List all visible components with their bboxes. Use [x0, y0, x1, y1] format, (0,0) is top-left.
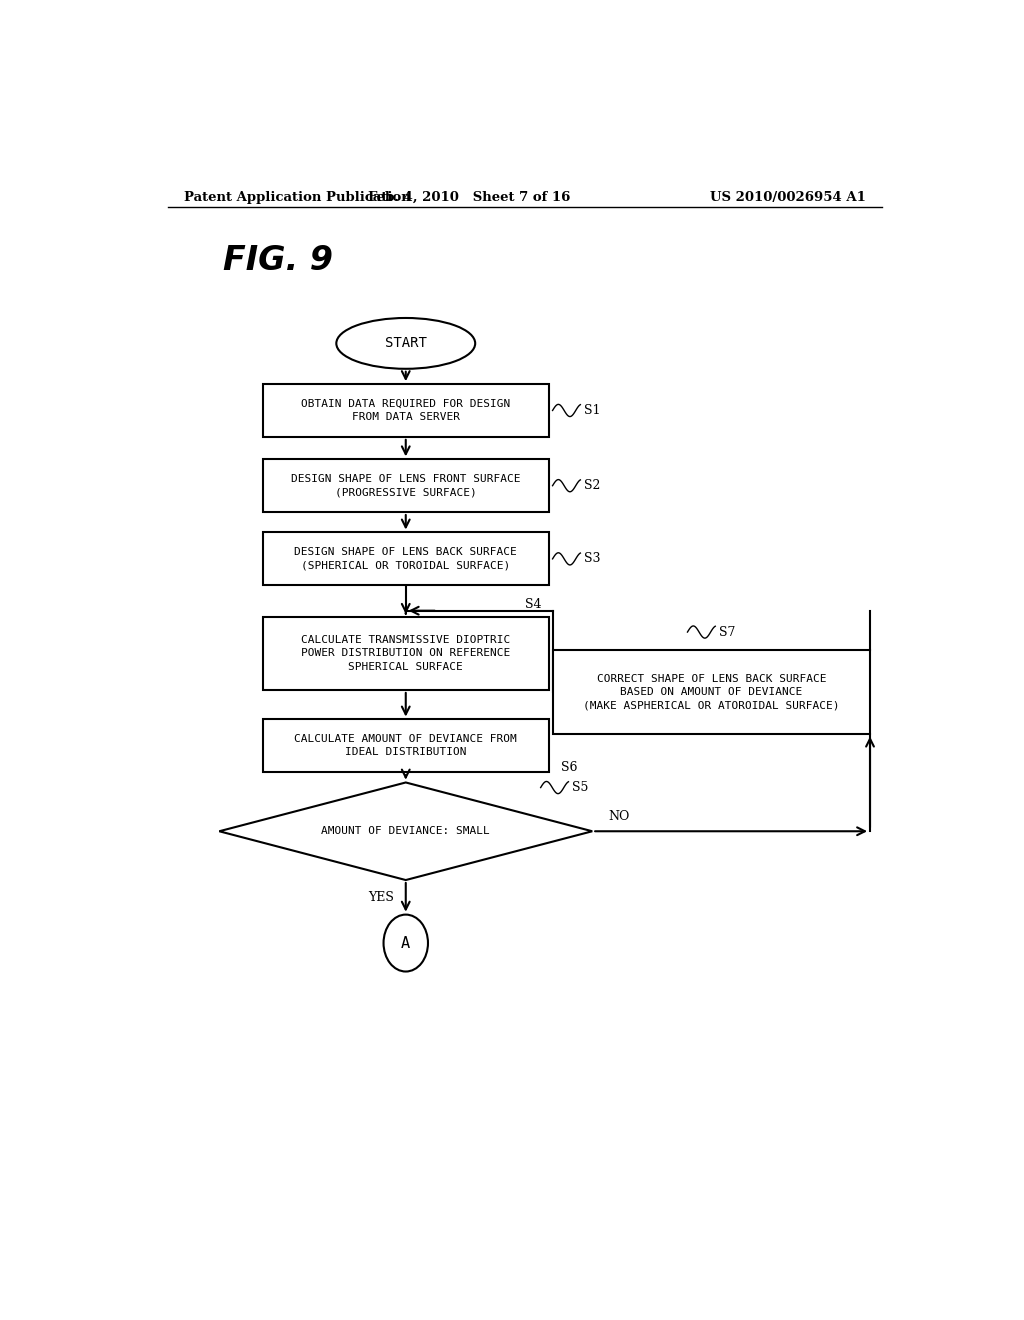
- Ellipse shape: [336, 318, 475, 368]
- FancyBboxPatch shape: [263, 719, 549, 772]
- FancyBboxPatch shape: [263, 459, 549, 512]
- FancyBboxPatch shape: [553, 651, 870, 734]
- Text: YES: YES: [368, 891, 394, 904]
- Text: CALCULATE AMOUNT OF DEVIANCE FROM
IDEAL DISTRIBUTION: CALCULATE AMOUNT OF DEVIANCE FROM IDEAL …: [294, 734, 517, 758]
- Text: START: START: [385, 337, 427, 350]
- FancyBboxPatch shape: [263, 384, 549, 437]
- Text: US 2010/0026954 A1: US 2010/0026954 A1: [711, 190, 866, 203]
- Text: S6: S6: [560, 760, 577, 774]
- Text: Patent Application Publication: Patent Application Publication: [183, 190, 411, 203]
- Text: S1: S1: [585, 404, 601, 417]
- Text: S3: S3: [585, 552, 601, 565]
- Text: DESIGN SHAPE OF LENS BACK SURFACE
(SPHERICAL OR TOROIDAL SURFACE): DESIGN SHAPE OF LENS BACK SURFACE (SPHER…: [294, 548, 517, 570]
- FancyBboxPatch shape: [263, 616, 549, 690]
- Text: S4: S4: [524, 598, 542, 611]
- Text: DESIGN SHAPE OF LENS FRONT SURFACE
(PROGRESSIVE SURFACE): DESIGN SHAPE OF LENS FRONT SURFACE (PROG…: [291, 474, 520, 498]
- Text: S5: S5: [572, 781, 589, 795]
- Text: CORRECT SHAPE OF LENS BACK SURFACE
BASED ON AMOUNT OF DEVIANCE
(MAKE ASPHERICAL : CORRECT SHAPE OF LENS BACK SURFACE BASED…: [583, 673, 840, 710]
- FancyBboxPatch shape: [263, 532, 549, 585]
- Text: S2: S2: [585, 479, 601, 492]
- Text: A: A: [401, 936, 411, 950]
- Polygon shape: [219, 783, 592, 880]
- Text: S7: S7: [719, 626, 735, 639]
- Text: Feb. 4, 2010   Sheet 7 of 16: Feb. 4, 2010 Sheet 7 of 16: [368, 190, 570, 203]
- Text: OBTAIN DATA REQUIRED FOR DESIGN
FROM DATA SERVER: OBTAIN DATA REQUIRED FOR DESIGN FROM DAT…: [301, 399, 510, 422]
- Text: CALCULATE TRANSMISSIVE DIOPTRIC
POWER DISTRIBUTION ON REFERENCE
SPHERICAL SURFAC: CALCULATE TRANSMISSIVE DIOPTRIC POWER DI…: [301, 635, 510, 672]
- Text: FIG. 9: FIG. 9: [223, 244, 333, 277]
- Text: AMOUNT OF DEVIANCE: SMALL: AMOUNT OF DEVIANCE: SMALL: [322, 826, 490, 837]
- Text: NO: NO: [608, 809, 630, 822]
- Circle shape: [384, 915, 428, 972]
